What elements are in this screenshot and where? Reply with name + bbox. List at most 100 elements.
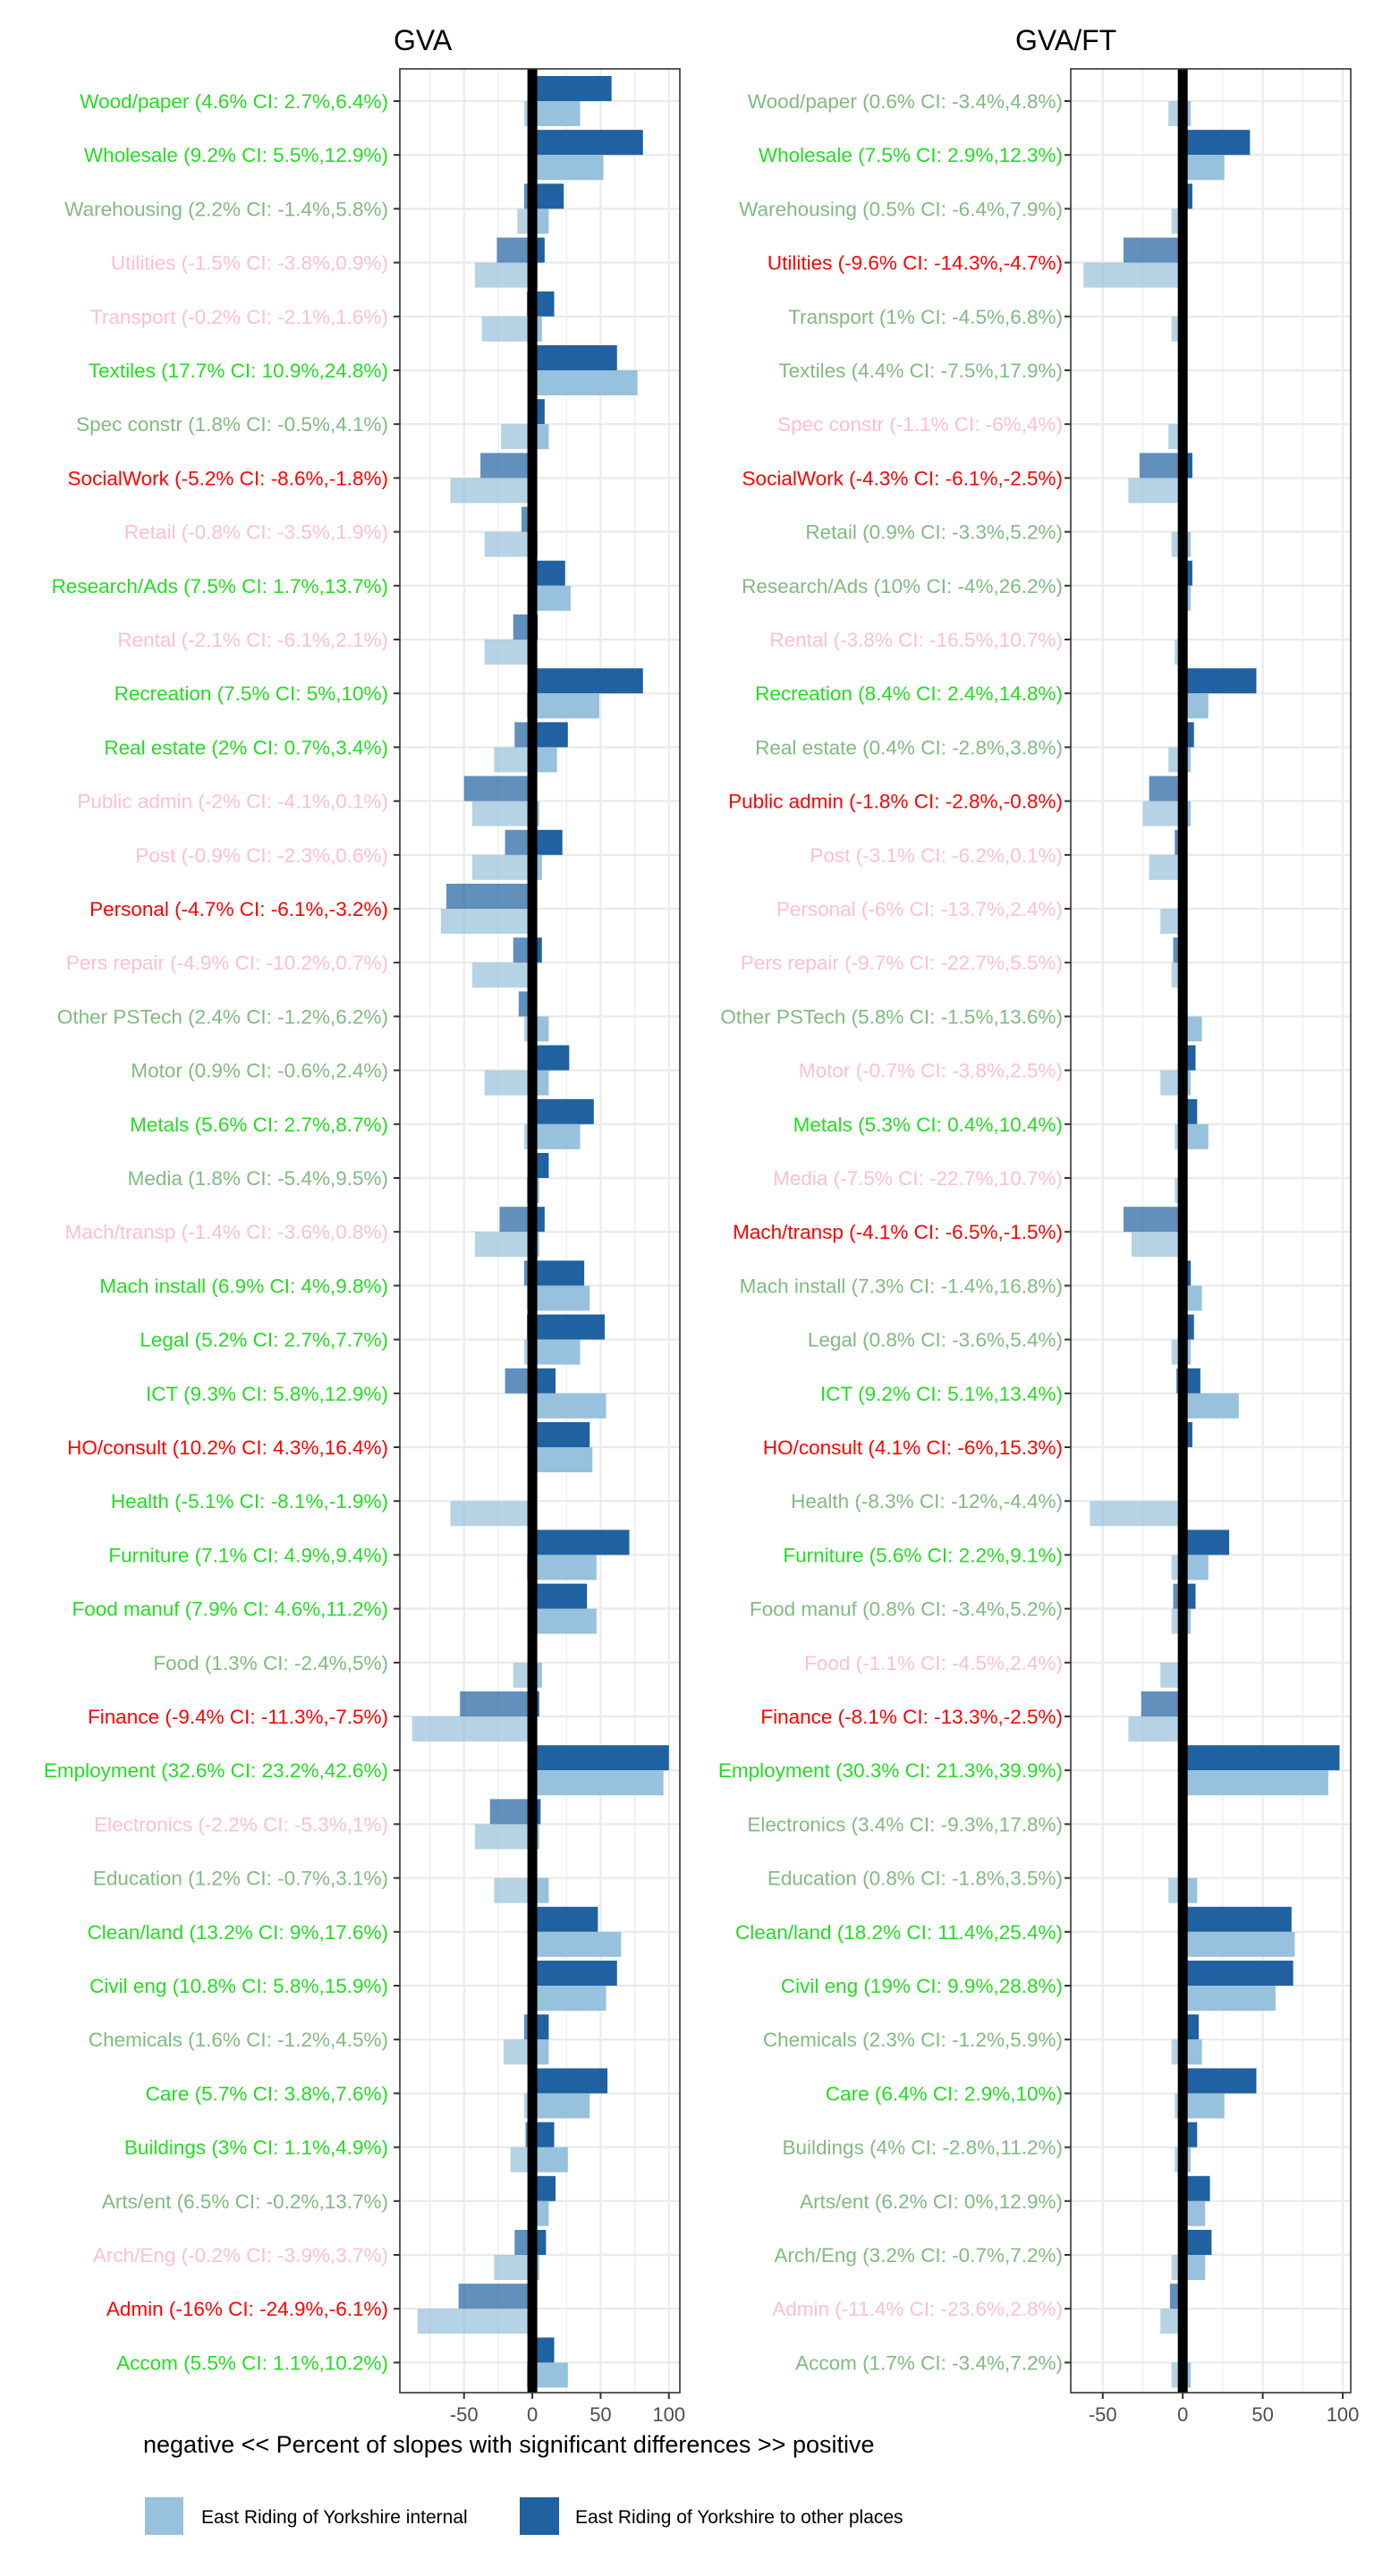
- category-label: Legal (5.2% CI: 2.7%,7.7%): [140, 1329, 388, 1352]
- bar-internal-positive: [532, 1285, 590, 1311]
- bar-other-places-negative: [496, 237, 533, 263]
- panel-border: [1070, 68, 1352, 2394]
- bar-internal-negative: [474, 1232, 533, 1258]
- category-label: SocialWork (-5.2% CI: -8.6%,-1.8%): [68, 467, 388, 489]
- category-label: Metals (5.3% CI: 0.4%,10.4%): [793, 1114, 1063, 1136]
- bar-other-places-positive: [532, 1583, 588, 1609]
- category-label: Accom (5.5% CI: 1.1%,10.2%): [116, 2351, 388, 2374]
- category-label: Electronics (3.4% CI: -9.3%,17.8%): [747, 1813, 1063, 1835]
- bar-internal-negative: [440, 909, 533, 934]
- bar-other-places-positive: [532, 1530, 630, 1555]
- bar-other-places-positive: [532, 1314, 606, 1340]
- category-label: Other PSTech (2.4% CI: -1.2%,6.2%): [57, 1005, 388, 1028]
- category-label: Arch/Eng (3.2% CI: -0.7%,7.2%): [774, 2244, 1063, 2267]
- category-label: Employment (30.3% CI: 21.3%,39.9%): [718, 1759, 1063, 1782]
- category-label: Warehousing (0.5% CI: -6.4%,7.9%): [739, 198, 1063, 220]
- category-label: Food (-1.1% CI: -4.5%,2.4%): [804, 1652, 1063, 1674]
- category-label: Personal (-4.7% CI: -6.1%,-3.2%): [89, 898, 388, 920]
- bar-other-places-positive: [532, 1961, 617, 1986]
- x-tick-label: 0: [527, 2403, 538, 2426]
- legend-key-other-places: [520, 2497, 559, 2535]
- category-label: Finance (-8.1% CI: -13.3%,-2.5%): [760, 1706, 1063, 1728]
- bar-internal-positive: [532, 1555, 597, 1580]
- bar-internal-positive: [532, 1123, 581, 1149]
- bar-internal-positive: [532, 1931, 622, 1957]
- category-label: Retail (-0.8% CI: -3.5%,1.9%): [124, 521, 388, 544]
- bar-other-places-negative: [489, 1799, 533, 1825]
- x-tick-label: 50: [589, 2403, 611, 2426]
- bar-other-places-positive: [532, 1260, 585, 1286]
- category-label: Research/Ads (10% CI: -4%,26.2%): [742, 575, 1063, 597]
- category-label: Public admin (-1.8% CI: -2.8%,-0.8%): [728, 791, 1063, 813]
- category-label: Rental (-3.8% CI: -16.5%,10.7%): [769, 629, 1063, 651]
- category-label: Chemicals (1.6% CI: -1.2%,4.5%): [89, 2029, 388, 2051]
- bar-internal-negative: [471, 962, 533, 988]
- bar-other-places-positive: [532, 1745, 669, 1771]
- category-label: Rental (-2.1% CI: -6.1%,2.1%): [117, 629, 388, 651]
- bar-internal-positive: [532, 155, 604, 181]
- bar-internal-positive: [1183, 1770, 1328, 1796]
- category-label: HO/consult (10.2% CI: 4.3%,16.4%): [67, 1436, 388, 1459]
- bar-internal-negative: [474, 1824, 533, 1850]
- category-label: Recreation (8.4% CI: 2.4%,14.8%): [755, 682, 1063, 705]
- category-label: Health (-8.3% CI: -12%,-4.4%): [791, 1490, 1063, 1513]
- category-label: Admin (-16% CI: -24.9%,-6.1%): [106, 2298, 388, 2320]
- x-axis-title: negative << Percent of slopes with signi…: [143, 2431, 875, 2458]
- bar-other-places-negative: [1141, 1691, 1183, 1716]
- bar-internal-negative: [494, 747, 533, 773]
- category-label: Wood/paper (4.6% CI: 2.7%,6.4%): [80, 90, 388, 113]
- bar-internal-positive: [532, 1608, 597, 1634]
- category-label: Admin (-11.4% CI: -23.6%,2.8%): [772, 2298, 1063, 2320]
- category-label: Education (0.8% CI: -1.8%,3.5%): [768, 1868, 1063, 1890]
- bar-other-places-negative: [1139, 453, 1183, 479]
- category-label: Mach/transp (-1.4% CI: -3.6%,0.8%): [65, 1221, 388, 1243]
- category-label: Wholesale (7.5% CI: 2.9%,12.3%): [759, 144, 1063, 166]
- bar-internal-negative: [474, 262, 533, 288]
- bar-other-places-positive: [532, 829, 563, 855]
- category-label: Mach install (7.3% CI: -1.4%,16.8%): [740, 1275, 1063, 1297]
- category-label: Post (-3.1% CI: -6.2%,0.1%): [810, 844, 1063, 867]
- category-label: Arts/ent (6.2% CI: 0%,12.9%): [800, 2190, 1063, 2213]
- bar-other-places-positive: [532, 1422, 590, 1447]
- category-label: Retail (0.9% CI: -3.3%,5.2%): [805, 521, 1063, 544]
- category-label: Buildings (4% CI: -2.8%,11.2%): [783, 2137, 1063, 2159]
- bar-internal-positive: [532, 1393, 606, 1419]
- category-label: Metals (5.6% CI: 2.7%,8.7%): [130, 1114, 388, 1136]
- bar-other-places-negative: [1124, 237, 1183, 263]
- bar-internal-negative: [1128, 1716, 1183, 1741]
- bar-other-places-positive: [532, 1098, 594, 1124]
- bar-internal-negative: [1142, 801, 1183, 826]
- category-label: Research/Ads (7.5% CI: 1.7%,13.7%): [52, 575, 388, 597]
- category-label: ICT (9.3% CI: 5.8%,12.9%): [146, 1383, 388, 1405]
- category-label: Accom (1.7% CI: -3.4%,7.2%): [795, 2351, 1063, 2374]
- category-label: Civil eng (19% CI: 9.9%,28.8%): [781, 1975, 1063, 1997]
- category-label: Electronics (-2.2% CI: -5.3%,1%): [94, 1813, 388, 1835]
- bar-other-places-positive: [1183, 2068, 1257, 2094]
- bar-other-places-positive: [532, 2068, 608, 2094]
- x-tick-label: 100: [1327, 2403, 1360, 2426]
- category-label: Textiles (4.4% CI: -7.5%,17.9%): [778, 360, 1063, 382]
- category-label: Health (-5.1% CI: -8.1%,-1.9%): [111, 1490, 388, 1513]
- bar-other-places-positive: [532, 722, 568, 748]
- bar-internal-negative: [484, 640, 533, 665]
- bar-other-places-negative: [458, 2284, 533, 2309]
- x-tick-label: 50: [1251, 2403, 1273, 2426]
- bar-internal-negative: [481, 316, 533, 342]
- bar-other-places-negative: [460, 1691, 533, 1716]
- bar-other-places-positive: [532, 76, 612, 101]
- bar-internal-positive: [532, 370, 638, 395]
- category-label: Finance (-9.4% CI: -11.3%,-7.5%): [88, 1706, 388, 1728]
- category-label: Wholesale (9.2% CI: 5.5%,12.9%): [84, 144, 388, 166]
- category-label: Food manuf (7.9% CI: 4.6%,11.2%): [72, 1598, 388, 1621]
- bar-internal-positive: [532, 1770, 664, 1796]
- bar-internal-positive: [532, 693, 599, 719]
- bar-other-places-positive: [532, 130, 643, 156]
- category-label: Chemicals (2.3% CI: -1.2%,5.9%): [763, 2029, 1063, 2051]
- bar-other-places-positive: [532, 1045, 570, 1071]
- panel-title: GVA: [394, 24, 453, 56]
- category-label: Education (1.2% CI: -0.7%,3.1%): [93, 1868, 388, 1890]
- bar-internal-negative: [494, 2255, 533, 2280]
- bar-other-places-positive: [1183, 130, 1251, 156]
- x-tick-label: 100: [652, 2403, 685, 2426]
